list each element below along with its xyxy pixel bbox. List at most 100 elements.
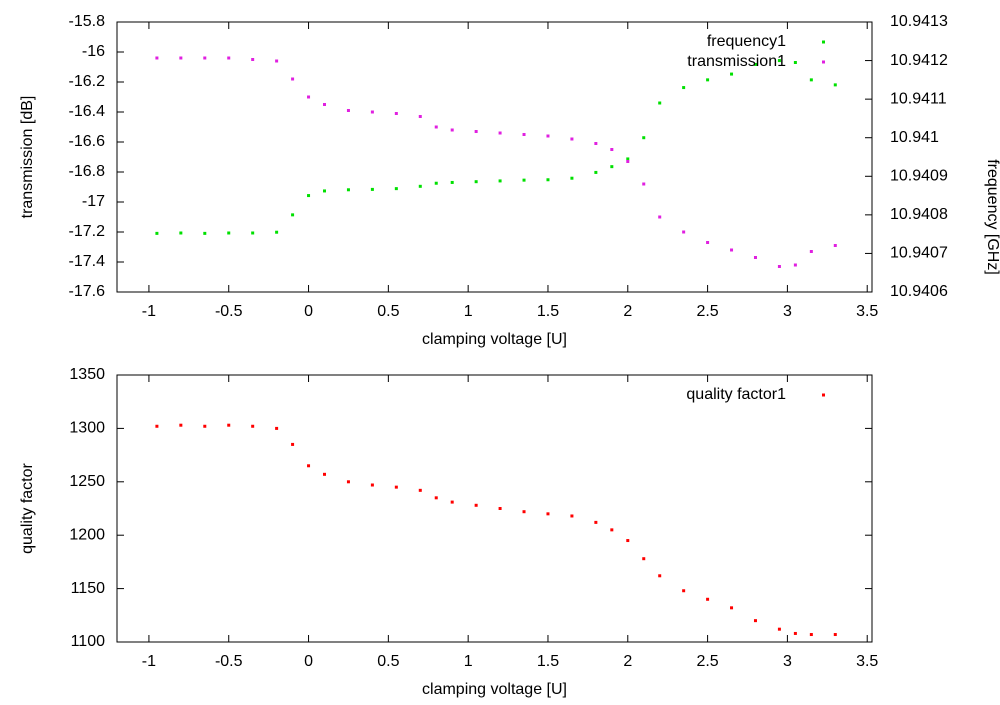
data-point bbox=[498, 179, 502, 183]
legend-marker bbox=[822, 60, 825, 64]
data-point bbox=[450, 180, 454, 184]
y2-tick-label: 10.9407 bbox=[890, 245, 948, 262]
data-point bbox=[570, 514, 574, 518]
data-point bbox=[522, 133, 526, 136]
data-point bbox=[570, 176, 574, 180]
data-point bbox=[730, 248, 734, 252]
x-axis-label: clamping voltage [U] bbox=[422, 331, 567, 348]
x-tick-label: 3 bbox=[783, 303, 792, 320]
x-tick-label: 1.5 bbox=[537, 303, 559, 320]
data-point bbox=[474, 503, 478, 507]
data-point bbox=[777, 265, 781, 268]
data-point bbox=[418, 184, 422, 188]
data-point bbox=[610, 148, 614, 151]
y-tick-label: 1200 bbox=[69, 526, 105, 543]
data-point bbox=[642, 136, 646, 140]
data-point bbox=[434, 181, 438, 185]
data-point bbox=[498, 131, 502, 135]
data-point bbox=[833, 83, 837, 87]
x-axis-label: clamping voltage [U] bbox=[422, 681, 567, 698]
x-tick-label: 0 bbox=[304, 653, 313, 670]
data-point bbox=[682, 589, 686, 593]
y-tick-label: 1350 bbox=[69, 366, 105, 383]
data-point bbox=[434, 125, 438, 129]
legend-label: quality factor1 bbox=[686, 386, 786, 403]
data-point bbox=[323, 472, 327, 476]
data-point bbox=[251, 58, 255, 61]
data-point bbox=[370, 483, 374, 487]
data-point bbox=[227, 56, 231, 60]
data-point bbox=[682, 86, 686, 90]
y2-tick-label: 10.9406 bbox=[890, 283, 948, 300]
x-tick-label: -0.5 bbox=[215, 303, 243, 320]
data-point bbox=[522, 510, 526, 514]
data-point bbox=[793, 631, 797, 635]
y2-tick-label: 10.9412 bbox=[890, 52, 948, 69]
y-axis-label: quality factor bbox=[19, 462, 36, 553]
data-point bbox=[706, 241, 710, 244]
data-point bbox=[203, 56, 207, 60]
y-tick-label: 1300 bbox=[69, 420, 105, 437]
data-point bbox=[610, 528, 614, 532]
y-tick-label: 1150 bbox=[71, 580, 106, 597]
y-tick-label: -16.8 bbox=[69, 163, 106, 180]
data-point bbox=[291, 442, 295, 446]
data-point bbox=[793, 263, 797, 267]
data-point bbox=[658, 574, 662, 578]
x-tick-label: 1.5 bbox=[537, 653, 559, 670]
plot-frame bbox=[116, 21, 873, 293]
x-tick-label: 3.5 bbox=[856, 653, 878, 670]
data-point bbox=[793, 61, 797, 64]
x-tick-label: -0.5 bbox=[215, 653, 243, 670]
data-point bbox=[570, 137, 574, 141]
y2-tick-label: 10.941 bbox=[890, 129, 939, 146]
data-point bbox=[522, 178, 526, 182]
data-point bbox=[610, 165, 614, 169]
data-point bbox=[809, 78, 813, 82]
plot-frame bbox=[116, 374, 873, 643]
y-tick-label: -17.6 bbox=[69, 283, 106, 300]
data-point bbox=[753, 256, 757, 259]
data-point bbox=[753, 62, 757, 66]
data-point bbox=[203, 424, 207, 428]
legend-marker bbox=[822, 393, 825, 397]
data-point bbox=[642, 557, 646, 561]
data-point bbox=[546, 512, 550, 516]
y-tick-label: -16.2 bbox=[69, 73, 106, 90]
data-point bbox=[658, 101, 662, 105]
data-point bbox=[275, 426, 279, 430]
data-point bbox=[777, 59, 781, 63]
y-tick-label: -16.6 bbox=[69, 133, 106, 150]
data-point bbox=[498, 507, 502, 510]
data-point bbox=[706, 597, 710, 601]
x-tick-label: 0 bbox=[304, 303, 313, 320]
data-point bbox=[394, 112, 398, 115]
data-point bbox=[346, 109, 350, 112]
data-point bbox=[434, 496, 438, 500]
data-point bbox=[370, 187, 374, 191]
x-tick-label: 1 bbox=[464, 653, 473, 670]
x-tick-label: 0.5 bbox=[377, 303, 399, 320]
data-point bbox=[307, 194, 311, 198]
data-point bbox=[626, 539, 630, 543]
data-point bbox=[418, 488, 422, 492]
data-point bbox=[730, 606, 734, 610]
y-tick-label: -15.8 bbox=[69, 13, 106, 30]
data-point bbox=[275, 230, 279, 234]
data-point bbox=[179, 56, 183, 60]
x-tick-label: 2.5 bbox=[696, 653, 718, 670]
data-point bbox=[730, 72, 734, 76]
legend-label: frequency1 bbox=[707, 33, 786, 50]
data-point bbox=[626, 157, 630, 161]
data-point bbox=[546, 134, 550, 138]
data-point bbox=[203, 231, 207, 235]
data-point bbox=[251, 424, 255, 428]
data-point bbox=[450, 500, 454, 504]
data-point bbox=[307, 95, 311, 99]
x-tick-label: 3.5 bbox=[856, 303, 878, 320]
x-tick-label: 2 bbox=[623, 303, 632, 320]
data-point bbox=[658, 215, 662, 219]
data-point bbox=[753, 619, 757, 623]
data-point bbox=[706, 78, 710, 82]
